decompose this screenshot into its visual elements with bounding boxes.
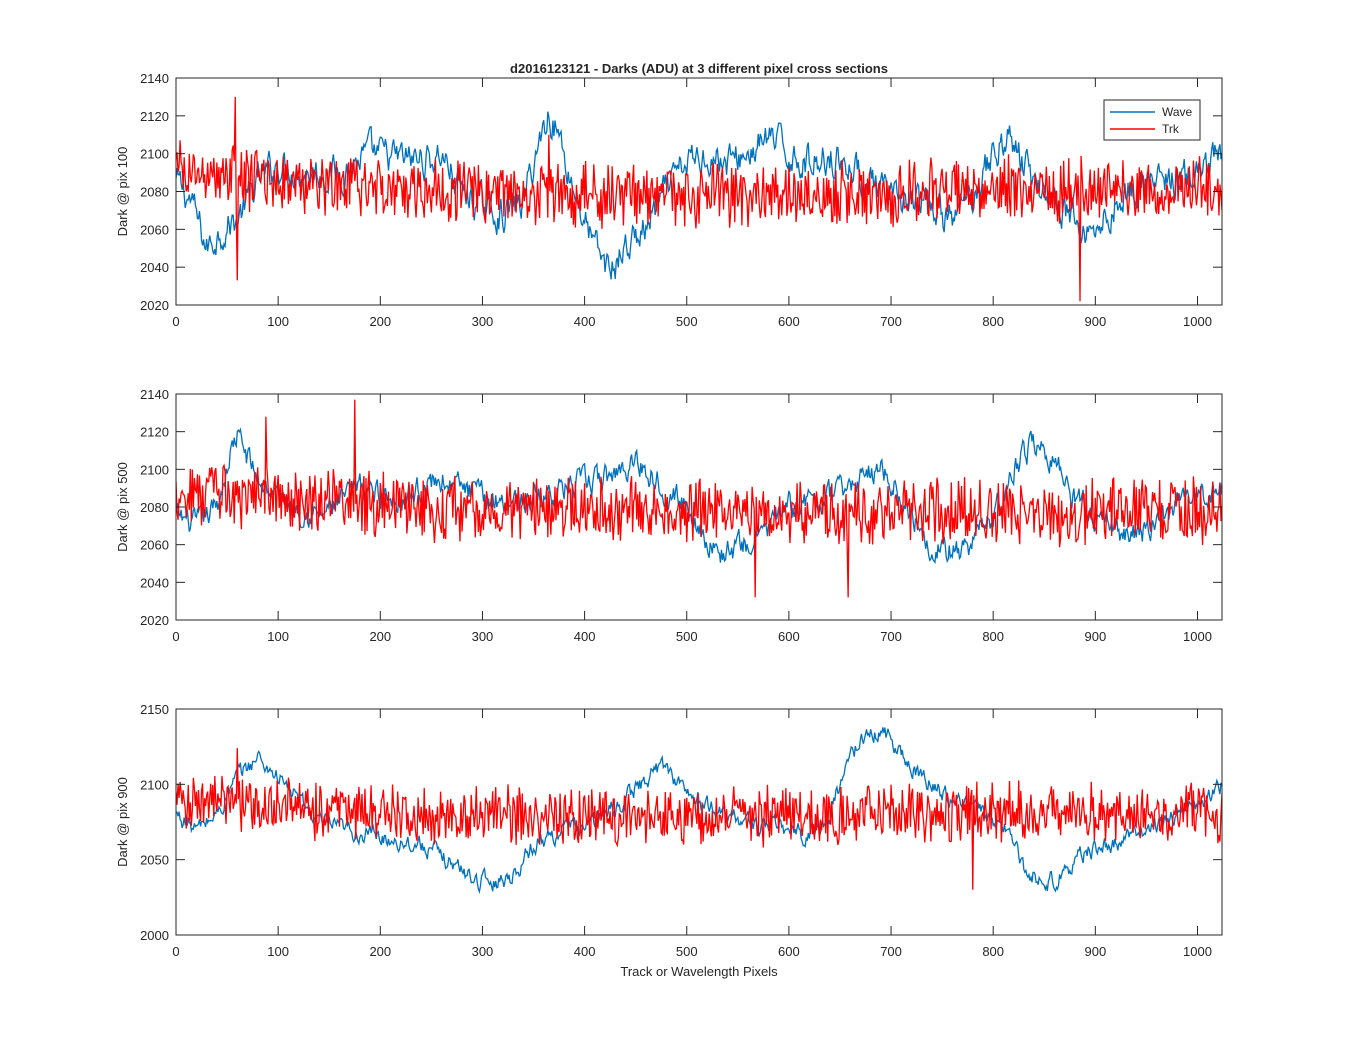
y-axis-label: Dark @ pix 500	[115, 462, 130, 552]
x-tick-label: 1000	[1183, 314, 1212, 329]
x-tick-label: 800	[982, 629, 1004, 644]
x-tick-label: 0	[172, 314, 179, 329]
x-tick-label: 400	[574, 314, 596, 329]
series-line-trk	[176, 96, 1222, 302]
x-tick-label: 700	[880, 629, 902, 644]
y-tick-label: 2120	[140, 425, 169, 440]
y-tick-label: 2000	[140, 928, 169, 943]
x-tick-label: 200	[369, 314, 391, 329]
y-tick-label: 2040	[140, 575, 169, 590]
legend-label-trk: Trk	[1162, 122, 1180, 136]
series-line-trk	[176, 399, 1222, 598]
subplot-1: 0 100 200 300 400 500 600 700 800 900 1000 2020 2040…	[115, 71, 1223, 329]
y-axis-label: Dark @ pix 100	[115, 147, 130, 237]
x-tick-label: 500	[676, 944, 698, 959]
subplot-2: 0 100 200 300 400 500 600 700 800 900 1000 2020 2040…	[115, 387, 1223, 644]
axes-group: 0 100 200 300 400 500 600 700 800 900 100020202040…	[115, 71, 1223, 959]
x-tick-label: 0	[172, 944, 179, 959]
x-tick-label: 1000	[1183, 629, 1212, 644]
y-tick-label: 2080	[140, 500, 169, 515]
y-tick-label: 2140	[140, 387, 169, 402]
y-tick-label: 2020	[140, 613, 169, 628]
x-tick-label: 100	[267, 314, 289, 329]
x-tick-label: 800	[982, 314, 1004, 329]
subplot-3: 0 100 200 300 400 500 600 700 800 900 1000 2000 2050…	[115, 702, 1223, 959]
x-tick-label: 900	[1084, 314, 1106, 329]
x-tick-label: 900	[1084, 629, 1106, 644]
y-tick-label: 2020	[140, 298, 169, 313]
x-tick-label: 700	[880, 314, 902, 329]
y-tick-label: 2080	[140, 185, 169, 200]
series-line-wave	[176, 727, 1222, 895]
x-tick-label: 200	[369, 944, 391, 959]
y-tick-label: 2140	[140, 71, 169, 86]
x-tick-label: 500	[676, 629, 698, 644]
x-tick-label: 900	[1084, 944, 1106, 959]
x-tick-label: 0	[172, 629, 179, 644]
x-tick-label: 1000	[1183, 944, 1212, 959]
x-tick-label: 400	[574, 629, 596, 644]
y-tick-label: 2100	[140, 147, 169, 162]
x-tick-label: 400	[574, 944, 596, 959]
y-tick-label: 2150	[140, 702, 169, 717]
y-tick-label: 2120	[140, 109, 169, 124]
series-line-trk	[176, 748, 1222, 890]
y-tick-label: 2040	[140, 260, 169, 275]
legend-box	[1103, 99, 1201, 141]
x-tick-label: 100	[267, 944, 289, 959]
x-tick-label: 200	[369, 629, 391, 644]
axes-box	[175, 708, 1223, 936]
legend-label-wave: Wave	[1162, 105, 1193, 119]
y-tick-label: 2060	[140, 538, 169, 553]
x-tick-label: 600	[778, 944, 800, 959]
y-tick-label: 2100	[140, 462, 169, 477]
figure-title: d2016123121 - Darks (ADU) at 3 different…	[510, 61, 888, 76]
x-axis-label: Track or Wavelength Pixels	[620, 964, 778, 979]
x-tick-label: 600	[778, 314, 800, 329]
x-tick-label: 700	[880, 944, 902, 959]
x-tick-label: 300	[472, 944, 494, 959]
legend: Wave Trk	[1103, 99, 1201, 141]
y-tick-label: 2100	[140, 777, 169, 792]
y-tick-label: 2050	[140, 853, 169, 868]
y-axis-label: Dark @ pix 900	[115, 777, 130, 867]
x-tick-label: 800	[982, 944, 1004, 959]
x-tick-label: 300	[472, 314, 494, 329]
x-tick-label: 300	[472, 629, 494, 644]
y-tick-label: 2060	[140, 222, 169, 237]
x-tick-label: 100	[267, 629, 289, 644]
x-tick-label: 600	[778, 629, 800, 644]
x-tick-label: 500	[676, 314, 698, 329]
